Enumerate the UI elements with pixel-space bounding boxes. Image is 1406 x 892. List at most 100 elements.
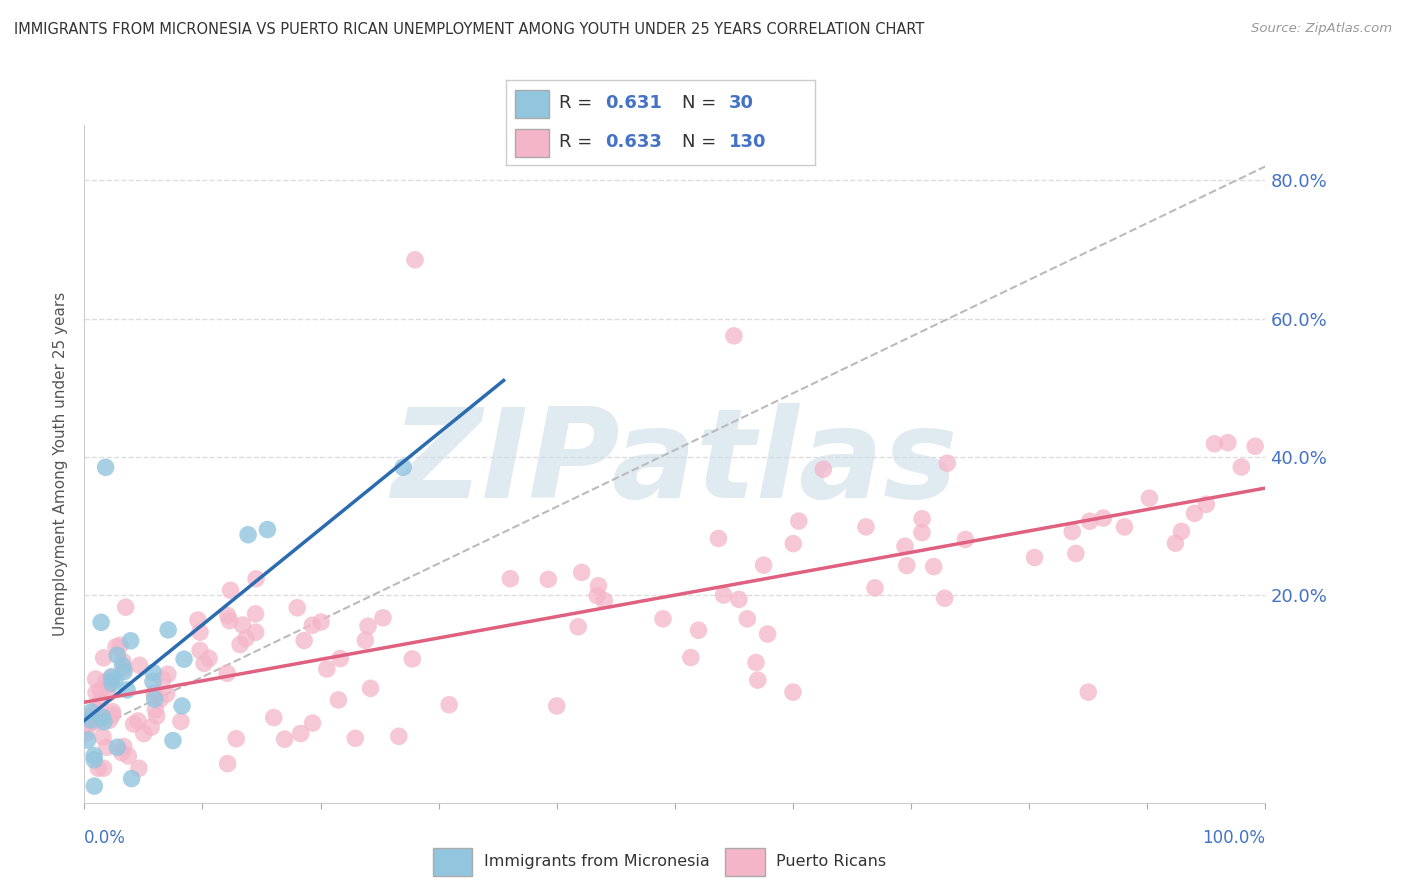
Point — [344, 731, 367, 746]
Point — [745, 656, 768, 670]
Point — [936, 456, 959, 470]
Point — [173, 652, 195, 666]
Point — [76, 733, 98, 747]
Text: 100.0%: 100.0% — [1202, 829, 1265, 847]
Point — [231, 618, 253, 632]
Point — [128, 761, 150, 775]
Point — [217, 756, 239, 771]
Point — [245, 607, 267, 621]
Point — [141, 720, 163, 734]
Point — [499, 572, 522, 586]
Point — [911, 525, 934, 540]
Point — [256, 523, 278, 537]
Point — [567, 620, 589, 634]
Point — [1114, 520, 1136, 534]
Point — [97, 687, 120, 701]
Text: R =: R = — [558, 133, 598, 151]
Point — [187, 613, 209, 627]
Point — [188, 625, 211, 640]
Point — [371, 611, 394, 625]
Text: 0.0%: 0.0% — [84, 829, 127, 847]
Text: ZIPatlas: ZIPatlas — [392, 403, 957, 524]
Point — [388, 729, 411, 743]
Point — [1230, 460, 1253, 475]
Point — [142, 665, 165, 680]
Text: N =: N = — [682, 95, 723, 112]
Point — [723, 329, 745, 343]
Point — [104, 673, 127, 687]
Point — [1077, 685, 1099, 699]
Point — [90, 693, 112, 707]
Point — [546, 698, 568, 713]
Point — [219, 583, 242, 598]
Point — [1195, 497, 1218, 511]
Point — [105, 640, 128, 654]
Point — [83, 779, 105, 793]
Point — [91, 710, 114, 724]
Y-axis label: Unemployment Among Youth under 25 years: Unemployment Among Youth under 25 years — [53, 292, 69, 636]
Point — [96, 740, 118, 755]
FancyBboxPatch shape — [516, 128, 550, 157]
FancyBboxPatch shape — [516, 89, 550, 118]
Point — [152, 673, 174, 687]
Point — [787, 514, 810, 528]
Point — [1244, 439, 1267, 453]
Point — [236, 527, 259, 541]
Point — [143, 692, 166, 706]
Point — [100, 670, 122, 684]
Point — [707, 532, 730, 546]
Point — [100, 670, 122, 684]
Point — [955, 533, 977, 547]
Point — [79, 713, 101, 727]
Point — [1184, 507, 1206, 521]
Point — [120, 633, 142, 648]
Point — [100, 676, 122, 690]
Point — [94, 460, 117, 475]
Text: 30: 30 — [728, 95, 754, 112]
Point — [193, 657, 215, 671]
Point — [728, 592, 751, 607]
Point — [245, 625, 267, 640]
Point — [315, 662, 337, 676]
FancyBboxPatch shape — [433, 847, 472, 877]
Point — [713, 588, 735, 602]
Point — [285, 600, 308, 615]
Text: Puerto Ricans: Puerto Ricans — [776, 854, 886, 869]
Point — [571, 566, 593, 580]
Point — [157, 623, 180, 637]
Point — [112, 661, 135, 675]
Point — [93, 650, 115, 665]
Point — [328, 693, 350, 707]
Point — [301, 618, 323, 632]
Point — [401, 652, 423, 666]
Point — [83, 753, 105, 767]
Point — [404, 252, 426, 267]
Point — [245, 572, 267, 586]
Point — [84, 703, 107, 717]
Point — [112, 665, 135, 679]
Point — [292, 633, 315, 648]
Point — [89, 682, 111, 697]
Point — [114, 600, 136, 615]
Point — [301, 716, 323, 731]
Point — [91, 730, 114, 744]
Point — [392, 460, 415, 475]
Point — [813, 462, 835, 476]
Point — [149, 692, 172, 706]
Point — [98, 714, 121, 728]
Point — [84, 672, 107, 686]
Point — [132, 726, 155, 740]
Point — [75, 726, 97, 740]
Point — [80, 705, 103, 719]
Point — [1092, 511, 1115, 525]
Point — [586, 589, 609, 603]
Point — [101, 705, 124, 719]
Point — [121, 772, 143, 786]
Point — [217, 608, 239, 623]
Point — [111, 659, 134, 673]
Point — [105, 740, 128, 755]
Point — [122, 717, 145, 731]
Point — [128, 658, 150, 673]
Point — [1170, 524, 1192, 539]
Point — [1137, 491, 1160, 505]
